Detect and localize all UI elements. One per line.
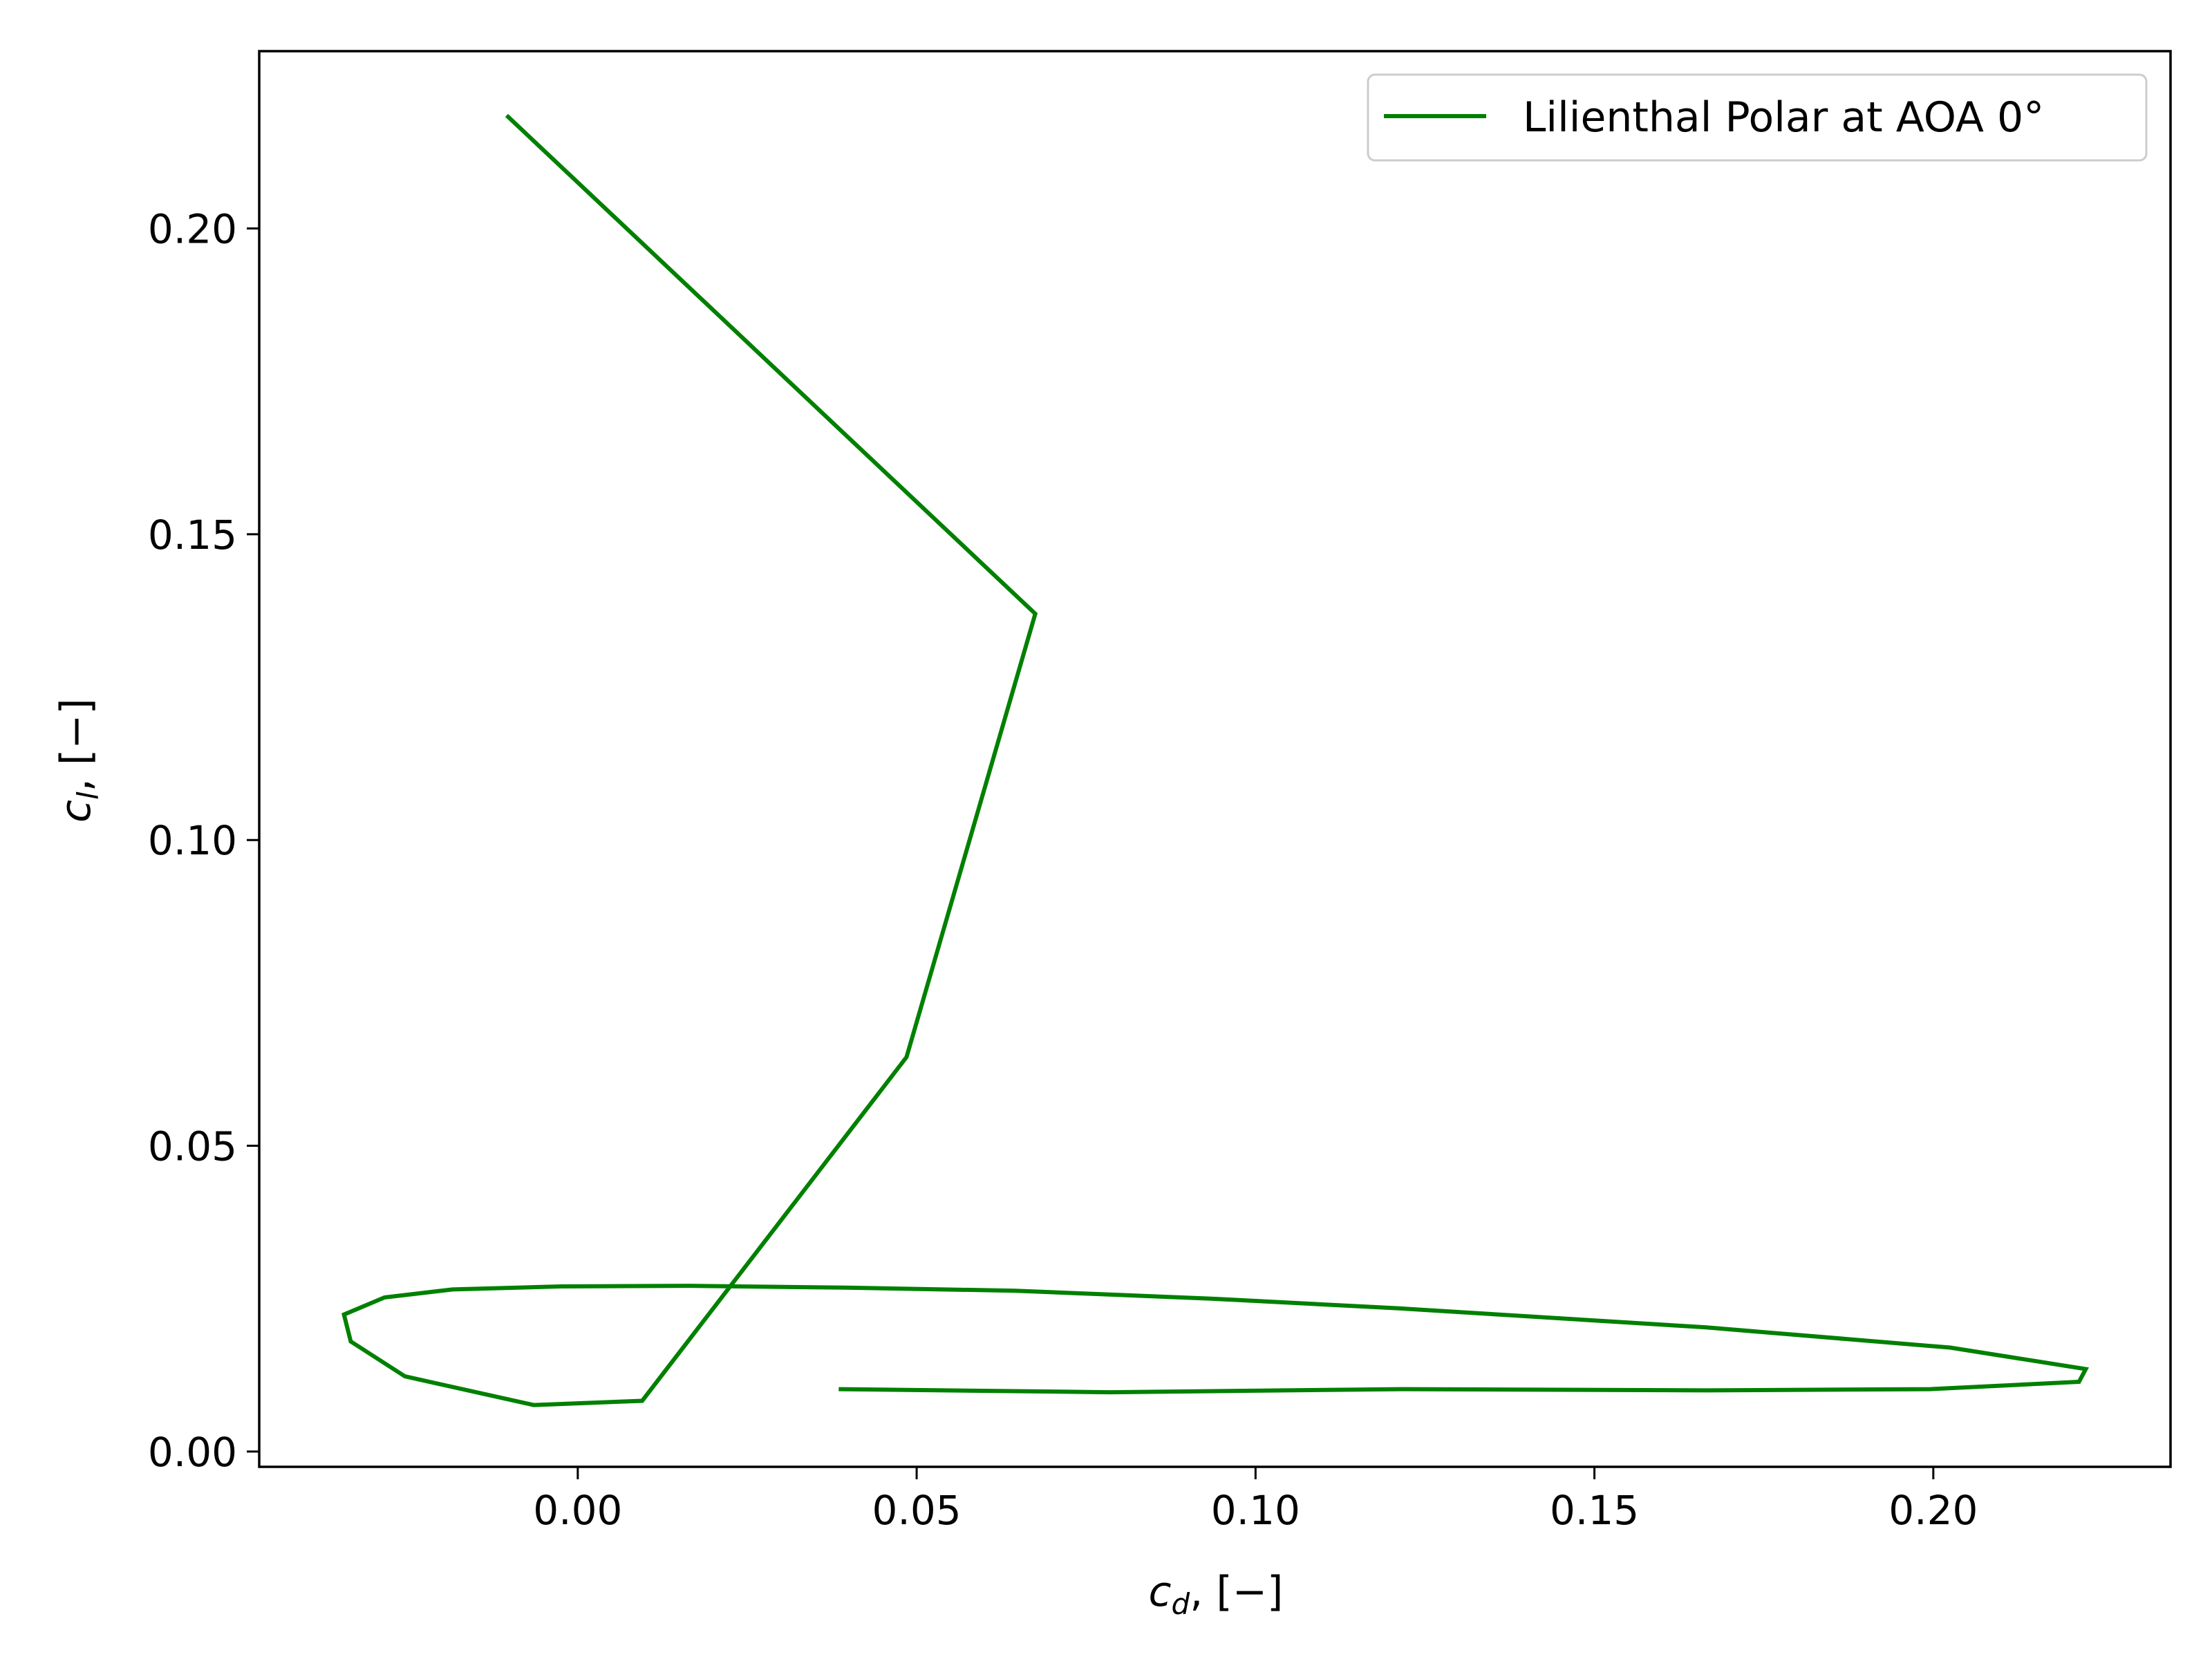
y-tick-label: 0.00 (148, 1429, 237, 1476)
plot-frame (258, 50, 2172, 1468)
x-tick-label: 0.20 (1888, 1487, 1978, 1534)
y-tick-label: 0.10 (148, 817, 237, 864)
y-tick-label: 0.20 (148, 206, 237, 253)
y-tick-label: 0.15 (148, 512, 237, 559)
legend: Lilienthal Polar at AOA 0° (1367, 73, 2148, 162)
x-tick-label: 0.00 (533, 1487, 622, 1534)
x-tick-label: 0.05 (872, 1487, 962, 1534)
legend-box (1367, 73, 2148, 162)
x-axis-label: cd, [−] (1149, 1568, 1284, 1621)
x-tick-label: 0.15 (1550, 1487, 1639, 1534)
y-axis-label: cl, [−] (52, 698, 105, 823)
legend-label: Lilienthal Polar at AOA 0° (1523, 93, 2044, 142)
series-line-lilienthal-polar (341, 113, 2090, 1407)
ticks-layer: 0.00 0.05 0.10 0.15 0.20 0.00 0.05 0.10 0.15 0.20 (148, 206, 1978, 1534)
y-tick-label: 0.05 (148, 1123, 237, 1170)
x-tick-label: 0.10 (1211, 1487, 1300, 1534)
